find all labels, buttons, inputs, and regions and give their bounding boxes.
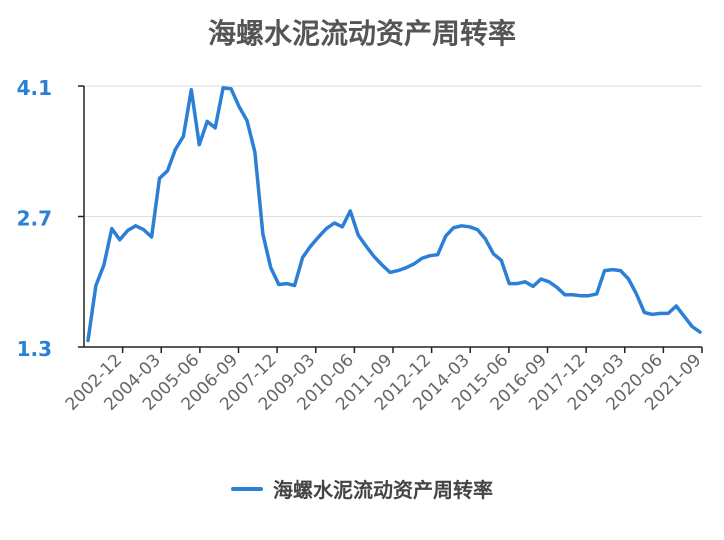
- y-tick-label: 1.3: [17, 337, 52, 361]
- axes: [78, 85, 703, 353]
- series-lines: [86, 86, 702, 343]
- chart-title: 海螺水泥流动资产周转率: [207, 17, 516, 50]
- y-tick-labels: 1.3 2.7 4.1: [17, 76, 52, 361]
- legend-swatch: [231, 486, 263, 491]
- x-tick-labels: 2002-122004-032005-062006-092007-122009-…: [62, 350, 706, 414]
- grid-lines: [84, 85, 702, 217]
- y-tick-label: 2.7: [17, 207, 52, 231]
- series-line: [86, 86, 702, 343]
- legend-label: 海螺水泥流动资产周转率: [273, 478, 493, 502]
- y-tick-label: 4.1: [17, 76, 52, 100]
- legend: 海螺水泥流动资产周转率: [0, 474, 724, 503]
